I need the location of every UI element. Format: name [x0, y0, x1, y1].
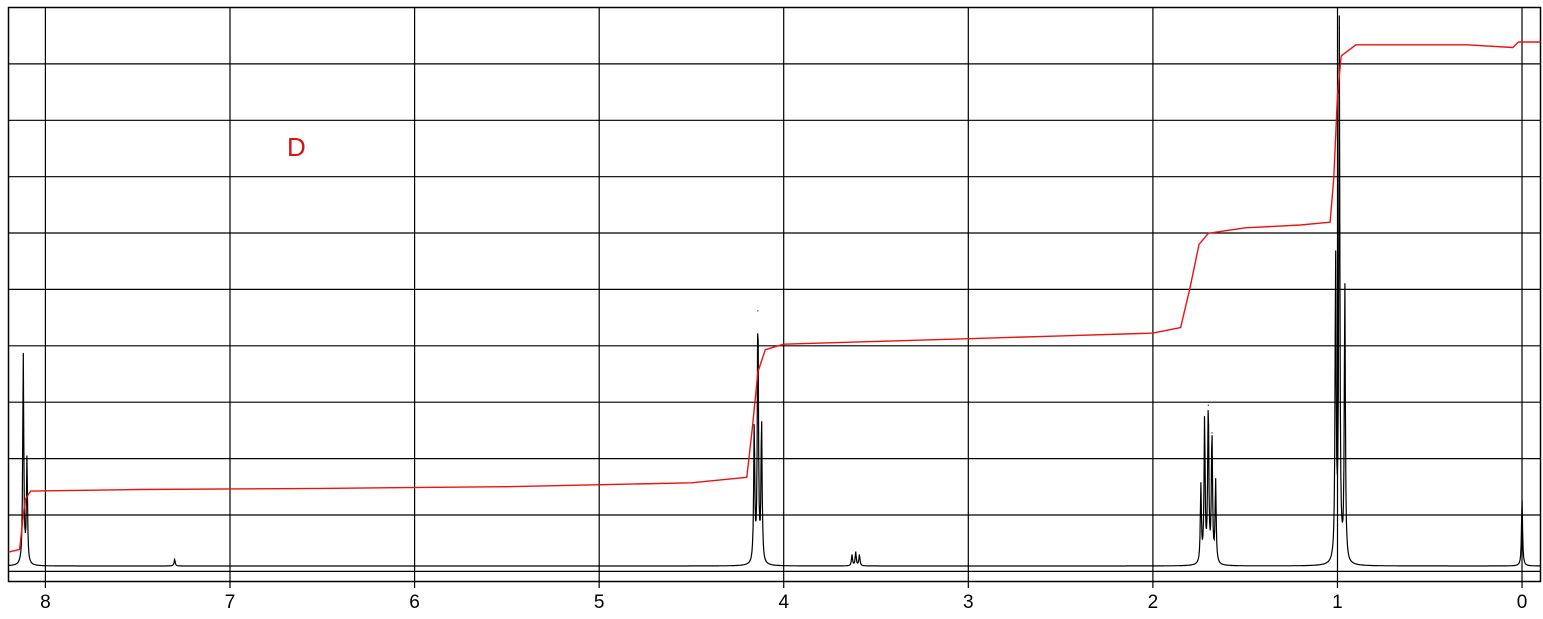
plot-frame — [7, 6, 1542, 583]
x-tick-label: 8 — [40, 592, 51, 613]
spectrum-peak — [1211, 432, 1213, 434]
spectrum-peak — [761, 421, 763, 423]
integral-curve — [8, 41, 1541, 553]
x-tick-label: 2 — [1148, 592, 1159, 613]
spectrum-peak — [753, 426, 755, 428]
x-tick-label: 5 — [594, 592, 605, 613]
x-tick-label: 3 — [963, 592, 974, 613]
spectrum-peak — [855, 551, 857, 553]
panel-label: D — [287, 132, 306, 162]
spectrum-peak — [1344, 288, 1346, 290]
x-tick-label: 7 — [225, 592, 236, 613]
spectrum-peak — [1204, 421, 1206, 423]
x-tick-label: 4 — [778, 592, 789, 613]
spectrum-peak — [1200, 487, 1202, 489]
spectrum-peak — [174, 558, 176, 560]
grid-lines — [8, 7, 1541, 582]
x-axis-ticks: 8 7 6 5 4 3 2 1 0 — [40, 581, 1528, 613]
spectrum-peak — [1207, 404, 1209, 406]
spectrum-peak — [851, 554, 853, 556]
spectrum-peak — [1521, 498, 1523, 501]
spectrum-peak — [1335, 260, 1337, 262]
spectrum-peak — [22, 354, 24, 356]
x-tick-label: 6 — [409, 592, 420, 613]
spectrum-peak — [757, 310, 759, 312]
spectrum-peak — [858, 554, 861, 556]
spectrum-peak — [1215, 482, 1217, 484]
series-layer — [8, 15, 1541, 567]
x-tick-label: 1 — [1332, 592, 1343, 613]
spectrum-peak — [1338, 27, 1340, 29]
x-tick-label: 0 — [1517, 592, 1528, 613]
spectrum-trace — [8, 15, 1541, 567]
spectrum-peak — [26, 460, 28, 462]
